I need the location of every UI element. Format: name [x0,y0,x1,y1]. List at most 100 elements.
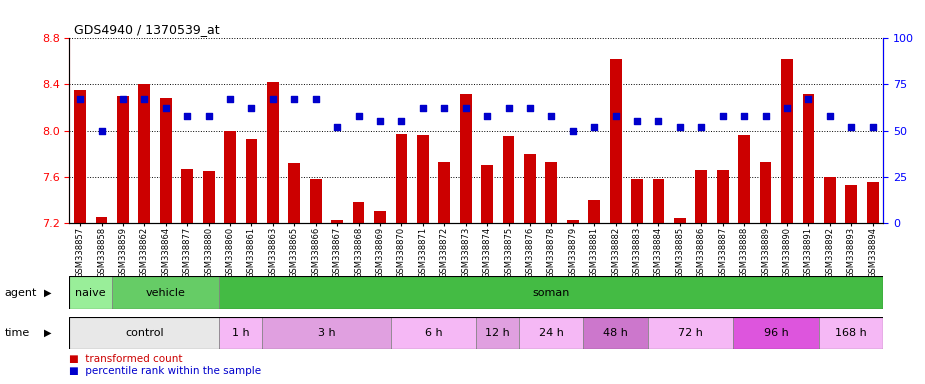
Bar [95,217,107,223]
Bar [181,169,193,223]
Point [158,105,173,111]
Point [352,113,366,119]
Bar [476,317,519,349]
Bar [219,317,262,349]
Bar [267,82,278,223]
Bar [759,162,771,223]
Text: 1 h: 1 h [232,328,250,338]
Text: agent: agent [5,288,37,298]
Point [308,96,323,102]
Point [137,96,152,102]
Bar [396,134,407,223]
Point [694,124,709,130]
Bar [734,317,820,349]
Bar [203,171,215,223]
Point [373,118,388,124]
Bar [546,162,557,223]
Text: 6 h: 6 h [425,328,442,338]
Point [736,113,751,119]
Point [822,113,837,119]
Bar [117,96,129,223]
Point [179,113,194,119]
Bar [331,220,343,223]
Bar [352,202,364,223]
Point [801,96,816,102]
Point [202,113,216,119]
Bar [524,154,536,223]
Point [609,113,623,119]
Text: 72 h: 72 h [678,328,703,338]
Bar [219,276,883,309]
Point [394,118,409,124]
Bar [160,98,172,223]
Point [501,105,516,111]
Text: soman: soman [533,288,570,298]
Bar [460,94,472,223]
Bar [824,177,835,223]
Text: ■  transformed count: ■ transformed count [69,354,183,364]
Point [458,105,473,111]
Point [265,96,280,102]
Bar [139,84,150,223]
Point [287,96,302,102]
Bar [610,59,622,223]
Bar [481,165,493,223]
Point [94,127,109,134]
Bar [374,211,386,223]
Bar [438,162,450,223]
Point [329,124,344,130]
Text: GDS4940 / 1370539_at: GDS4940 / 1370539_at [74,23,219,36]
Point [672,124,687,130]
Bar [519,317,584,349]
Bar [652,179,664,223]
Bar [674,218,685,223]
Text: 168 h: 168 h [835,328,867,338]
Point [415,105,430,111]
Point [523,105,537,111]
Bar [631,179,643,223]
Point [73,96,88,102]
Point [758,113,773,119]
Text: vehicle: vehicle [146,288,186,298]
Bar [803,94,814,223]
Text: control: control [125,328,164,338]
Point [780,105,795,111]
Point [651,118,666,124]
Bar [567,220,579,223]
Point [865,124,880,130]
Bar [245,139,257,223]
Bar [696,170,708,223]
Point [844,124,858,130]
Point [715,113,730,119]
Bar [262,317,390,349]
Text: ▶: ▶ [44,328,52,338]
Bar [417,135,428,223]
Bar [588,200,600,223]
Bar [781,59,793,223]
Text: ■  percentile rank within the sample: ■ percentile rank within the sample [69,366,262,376]
Bar [717,170,729,223]
Bar [112,276,219,309]
Bar [69,276,112,309]
Text: 3 h: 3 h [317,328,335,338]
Bar [648,317,734,349]
Text: 24 h: 24 h [539,328,563,338]
Text: time: time [5,328,30,338]
Point [116,96,130,102]
Bar [820,317,883,349]
Bar [69,317,219,349]
Bar [224,131,236,223]
Text: 12 h: 12 h [486,328,511,338]
Point [223,96,238,102]
Bar [502,136,514,223]
Bar [310,179,322,223]
Bar [738,135,750,223]
Text: 96 h: 96 h [764,328,789,338]
Bar [390,317,476,349]
Point [630,118,645,124]
Point [544,113,559,119]
Point [586,124,601,130]
Point [480,113,495,119]
Point [437,105,451,111]
Text: 48 h: 48 h [603,328,628,338]
